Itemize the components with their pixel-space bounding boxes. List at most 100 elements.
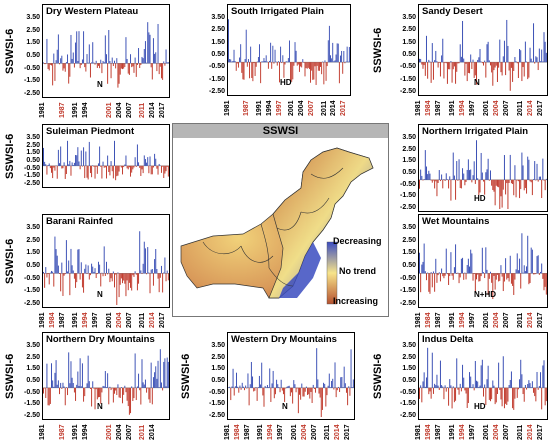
y-tick-label: 3.50 (26, 134, 40, 141)
y-tick-label: -0.50 (24, 64, 40, 72)
bar (99, 387, 101, 398)
bar (117, 272, 119, 274)
bar (465, 62, 467, 64)
bar (57, 149, 59, 166)
bar (119, 387, 121, 398)
bar (436, 273, 438, 283)
bar (499, 39, 501, 63)
bar (146, 162, 148, 166)
bar (81, 363, 83, 388)
bar (350, 349, 352, 388)
bar (73, 387, 75, 393)
bar (483, 387, 484, 397)
bar (507, 387, 509, 402)
y-tick-label: 2.50 (211, 353, 225, 361)
bar (313, 387, 315, 389)
bar (522, 165, 524, 180)
x-tick-label: 1997 (469, 424, 477, 440)
bar (421, 264, 423, 274)
bar (545, 273, 547, 295)
bar (460, 179, 462, 189)
bar (59, 163, 61, 166)
bar (522, 272, 524, 274)
bar (144, 41, 146, 64)
bar (488, 273, 490, 279)
bar (120, 63, 122, 69)
bar (92, 381, 94, 388)
bar (131, 386, 133, 388)
bar (89, 273, 91, 276)
bar (115, 273, 117, 275)
bar (48, 273, 50, 285)
bar (451, 387, 453, 409)
x-tick-label: 2001 (105, 312, 113, 328)
bar (503, 40, 505, 63)
bar (533, 179, 535, 180)
bar (245, 385, 247, 388)
x-tick-label: 2014 (149, 312, 156, 328)
bar (108, 387, 110, 405)
bar (61, 262, 63, 274)
bar (104, 35, 106, 64)
bar (527, 62, 529, 80)
bar (77, 249, 79, 274)
x-tick-label: 2011 (139, 102, 146, 118)
x-tick-label: 2007 (503, 312, 511, 328)
bar (48, 63, 50, 71)
bar (469, 372, 471, 388)
x-tick-label: 2007 (307, 100, 315, 116)
bar (52, 380, 54, 388)
bar (111, 57, 113, 64)
bar (341, 50, 343, 63)
bar (239, 57, 241, 63)
bar (342, 387, 344, 388)
bar (455, 179, 457, 200)
bar (544, 273, 546, 287)
bar (489, 170, 491, 180)
bar (420, 385, 422, 388)
bar (522, 62, 524, 68)
bar (162, 387, 164, 391)
bar (165, 386, 167, 388)
bar (88, 44, 90, 64)
bar (68, 63, 70, 84)
bar (106, 54, 107, 64)
bar (67, 387, 69, 396)
bar (267, 62, 269, 69)
bar (46, 165, 48, 175)
trend-label: N (97, 80, 103, 89)
x-tick-label: 2001 (105, 424, 113, 440)
bar (430, 387, 432, 399)
bar (541, 49, 543, 63)
bar (60, 58, 62, 64)
bar (513, 179, 515, 196)
bar (235, 62, 237, 71)
bar (457, 387, 459, 390)
bar (247, 373, 249, 388)
bar (151, 387, 153, 405)
bar (443, 179, 445, 180)
bar (533, 273, 535, 275)
bar (529, 383, 531, 388)
bar (311, 62, 313, 71)
bar (472, 59, 474, 63)
x-tick-label: 2014 (149, 102, 156, 118)
bar (56, 255, 58, 274)
bar (526, 266, 528, 274)
bar (256, 61, 258, 63)
bar (155, 158, 157, 166)
bar (289, 387, 291, 397)
bar (430, 179, 432, 181)
bar (530, 179, 532, 183)
bar (43, 147, 44, 166)
bar (138, 48, 140, 64)
bar (141, 273, 143, 275)
x-tick-label: 2001 (482, 100, 490, 116)
bar (437, 62, 439, 68)
y-axis-label: SSWSI-6 (372, 353, 384, 399)
bar (478, 387, 480, 388)
x-tick-label: 2007 (125, 102, 133, 118)
bar (89, 387, 91, 389)
bar (334, 362, 336, 388)
bar (160, 63, 162, 79)
